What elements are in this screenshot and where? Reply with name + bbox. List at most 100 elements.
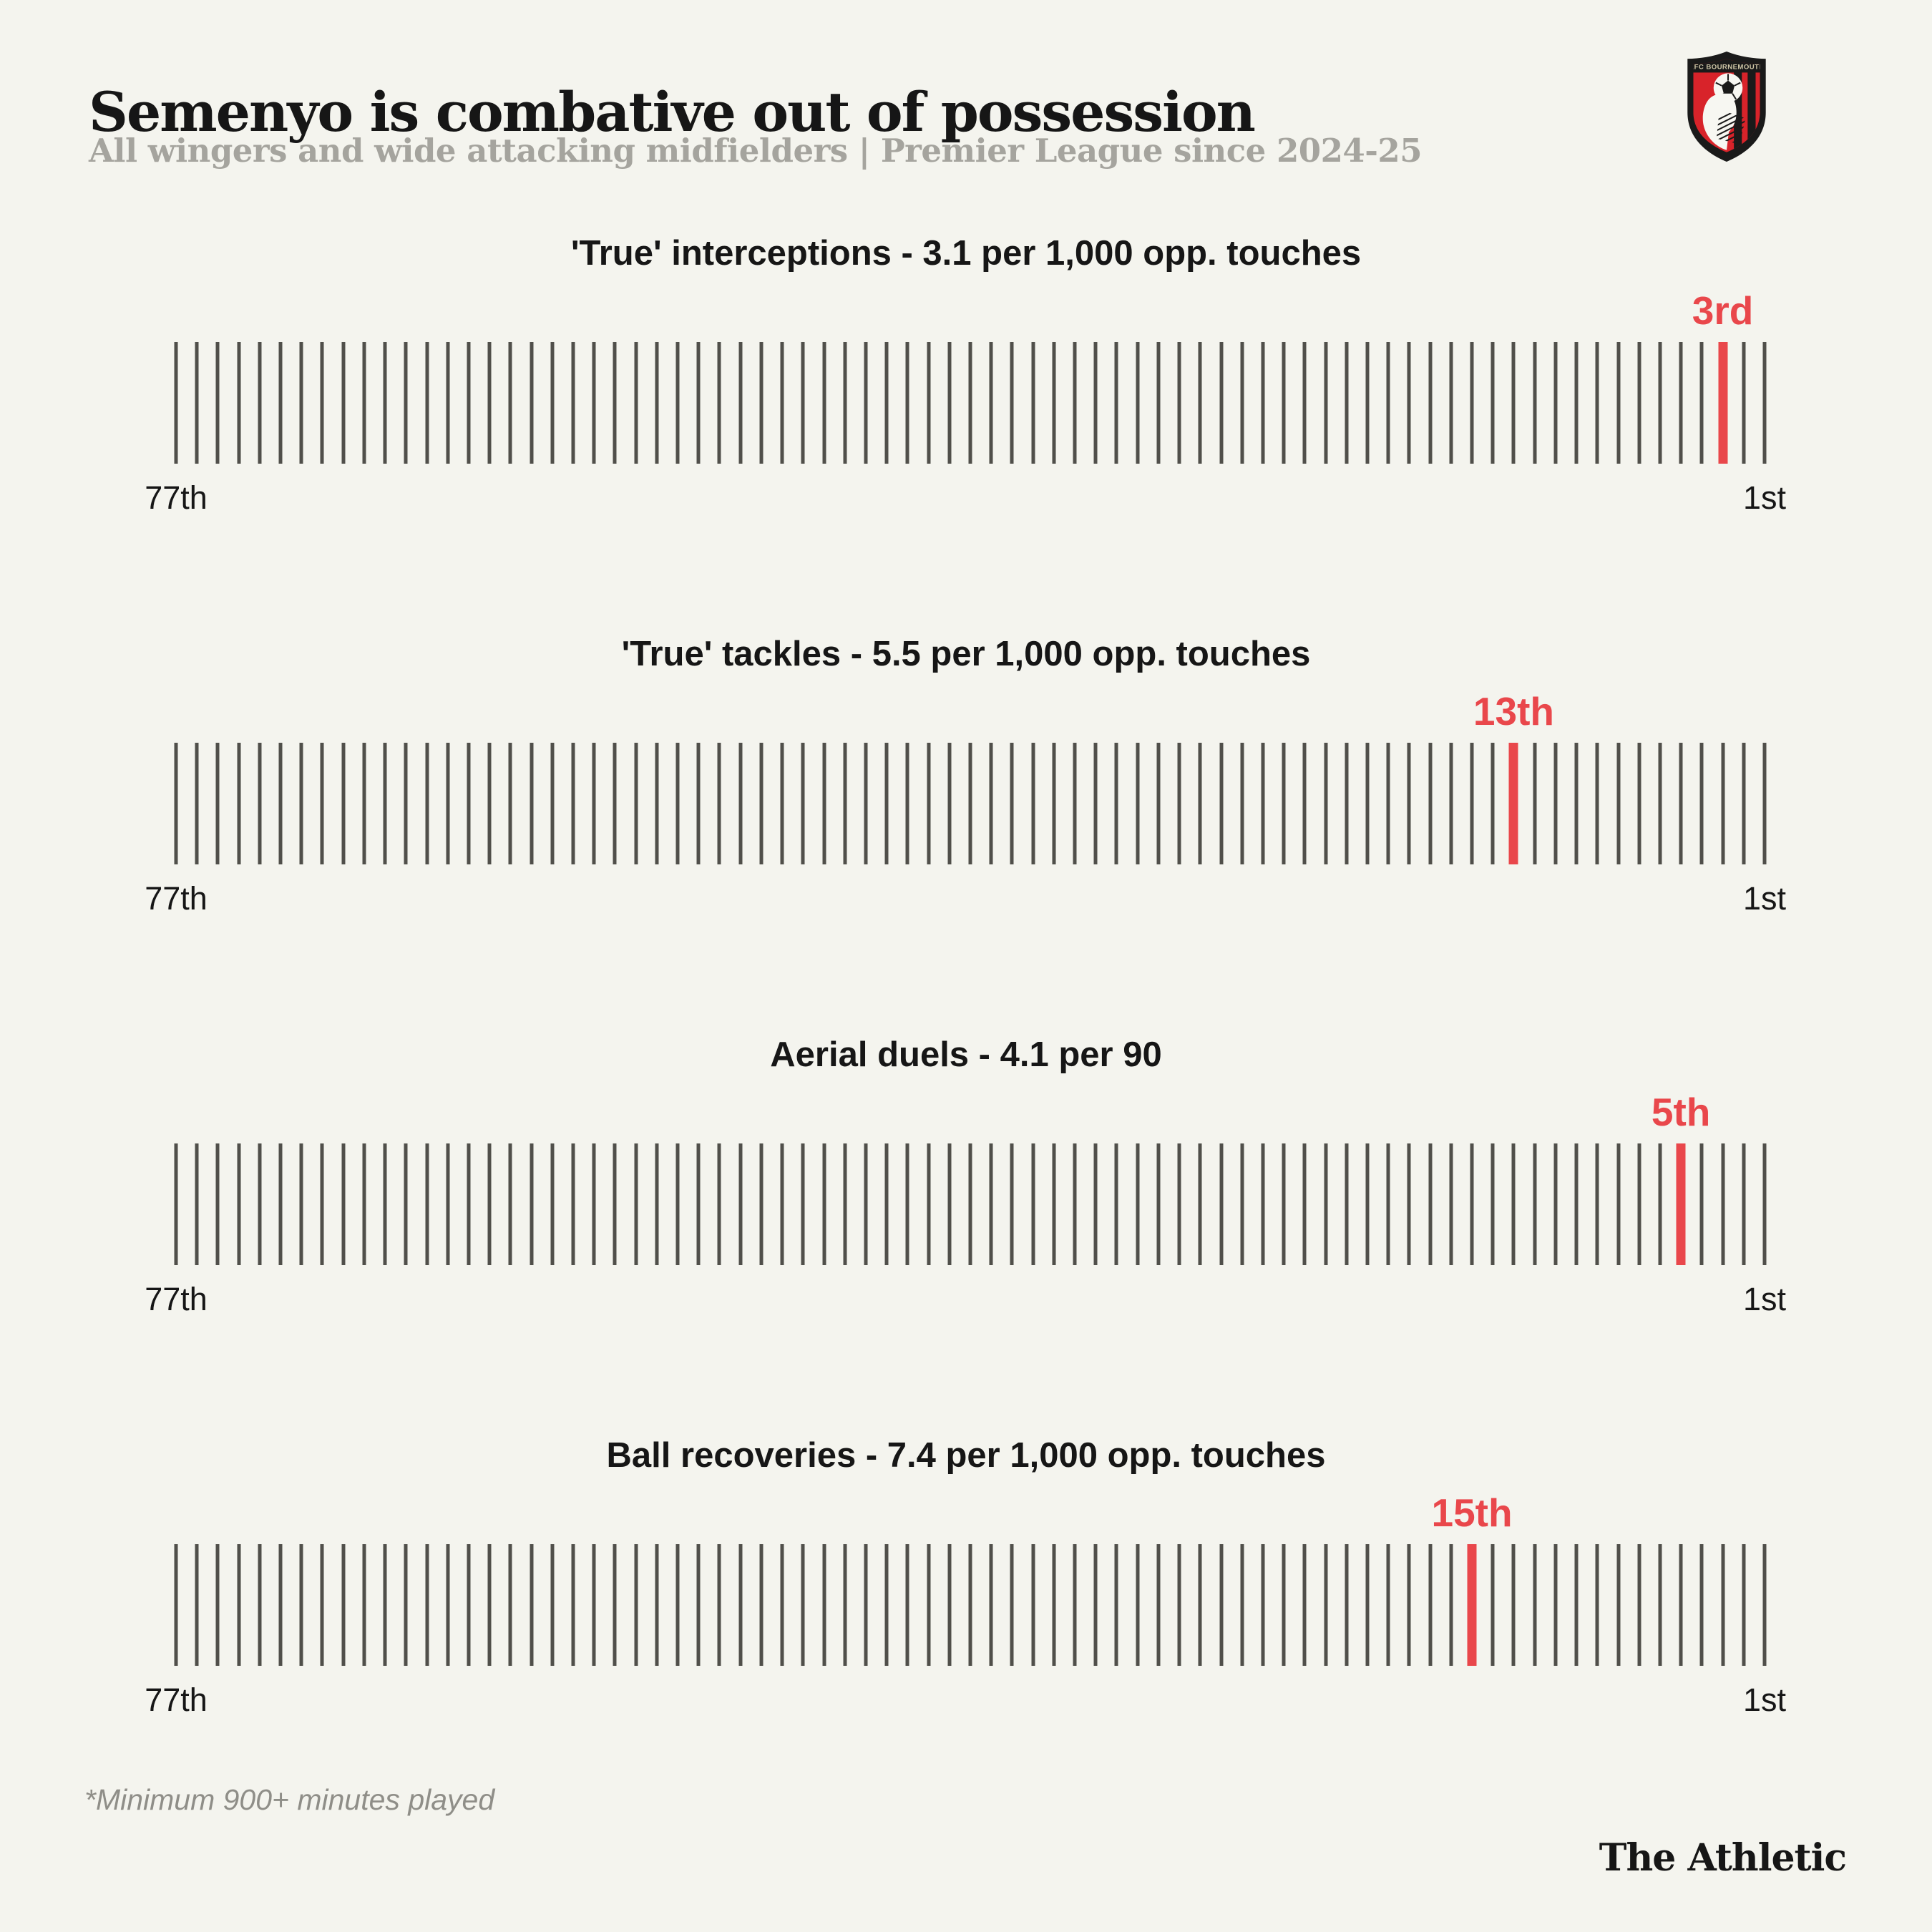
rank-tick <box>1177 1544 1181 1666</box>
rank-tick <box>1742 743 1746 864</box>
rank-tick <box>927 1544 931 1666</box>
rank-tick <box>968 1143 972 1265</box>
rank-tick <box>1010 1143 1014 1265</box>
rank-tick <box>884 1143 889 1265</box>
rank-tick <box>258 1143 262 1265</box>
rank-tick <box>1637 1143 1641 1265</box>
rank-tick <box>1637 743 1641 864</box>
crest-stripe <box>1734 59 1742 152</box>
strip-title: Ball recoveries - 7.4 per 1,000 opp. tou… <box>606 1436 1326 1475</box>
rank-tick <box>258 1544 262 1666</box>
rank-tick <box>1302 1544 1307 1666</box>
rank-tick <box>989 743 993 864</box>
rank-tick <box>634 1143 638 1265</box>
rank-tick <box>1742 1544 1746 1666</box>
rank-tick <box>1407 743 1411 864</box>
rank-tick <box>655 1544 659 1666</box>
rank-tick <box>1616 1143 1621 1265</box>
rank-tick <box>550 743 555 864</box>
rank-tick <box>1533 743 1537 864</box>
rank-tick <box>864 342 868 464</box>
strip-title: 'True' tackles - 5.5 per 1,000 opp. touc… <box>621 635 1311 673</box>
rank-tick <box>446 1544 450 1666</box>
rank-tick <box>404 1544 408 1666</box>
rank-tick <box>278 1544 283 1666</box>
rank-tick <box>989 1143 993 1265</box>
rank-tick <box>1721 1143 1725 1265</box>
rank-tick <box>1093 743 1098 864</box>
rank-tick <box>1114 743 1118 864</box>
rank-tick <box>1386 1544 1390 1666</box>
rank-tick <box>864 1143 868 1265</box>
rank-tick <box>1595 1544 1599 1666</box>
rank-tick <box>1428 1544 1433 1666</box>
rank-tick <box>1156 1143 1161 1265</box>
rank-tick <box>320 743 324 864</box>
rank-tick <box>1365 1544 1370 1666</box>
rank-tick <box>571 1143 575 1265</box>
rank-tick <box>717 342 721 464</box>
axis-label-worst: 77th <box>145 880 208 917</box>
rank-tick <box>613 1544 617 1666</box>
rank-tick <box>843 342 847 464</box>
rank-tick <box>717 1143 721 1265</box>
axis-label-best: 1st <box>1742 1682 1787 1718</box>
rank-tick <box>1177 1143 1181 1265</box>
rank-tick <box>320 342 324 464</box>
rank-tick <box>1365 1143 1370 1265</box>
rank-tick <box>550 342 555 464</box>
rank-tick <box>446 743 450 864</box>
crest-player-silhouette <box>1702 93 1737 150</box>
rank-tick <box>1219 1544 1224 1666</box>
rank-tick <box>1574 1143 1579 1265</box>
rank-tick <box>1010 743 1014 864</box>
rank-tick <box>467 743 471 864</box>
rank-tick <box>780 1143 784 1265</box>
rank-tick <box>1052 1544 1056 1666</box>
rank-tick <box>822 1544 826 1666</box>
rank-tick <box>1491 743 1495 864</box>
rank-tick <box>675 342 680 464</box>
rank-tick <box>530 1544 534 1666</box>
rank-tick <box>425 342 429 464</box>
rank-tick <box>320 1544 324 1666</box>
rank-tick <box>258 743 262 864</box>
rank-tick <box>843 1143 847 1265</box>
rank-tick <box>320 1143 324 1265</box>
rank-tick <box>1533 1544 1537 1666</box>
rank-tick <box>1052 342 1056 464</box>
rank-tick <box>1365 342 1370 464</box>
rank-tick <box>696 1143 701 1265</box>
rank-tick <box>1031 342 1035 464</box>
rank-tick <box>341 743 346 864</box>
rank-tick <box>508 1544 512 1666</box>
rank-tick <box>215 1544 220 1666</box>
rank-tick <box>1679 342 1683 464</box>
rank-tick <box>1031 1544 1035 1666</box>
rank-tick <box>1136 1544 1140 1666</box>
rank-tick <box>237 743 241 864</box>
rank-tick <box>759 1143 763 1265</box>
rank-tick <box>1574 342 1579 464</box>
rank-tick <box>780 1544 784 1666</box>
rank-tick <box>1093 1143 1098 1265</box>
rank-tick <box>1491 1544 1495 1666</box>
rank-tick <box>446 1143 450 1265</box>
rank-tick <box>1345 1544 1349 1666</box>
rank-tick <box>675 1544 680 1666</box>
rank-tick <box>1386 342 1390 464</box>
strip-title: Aerial duels - 4.1 per 90 <box>770 1035 1162 1074</box>
rank-tick <box>675 1143 680 1265</box>
rank-tick <box>884 743 889 864</box>
rank-tick <box>1658 743 1662 864</box>
strip-title: 'True' interceptions - 3.1 per 1,000 opp… <box>570 234 1362 273</box>
rank-tick <box>1261 342 1265 464</box>
rank-tick <box>1679 1544 1683 1666</box>
rank-tick <box>592 1143 596 1265</box>
rank-tick <box>467 1544 471 1666</box>
club-crest-bournemouth: AFC BOURNEMOUTH <box>1687 52 1766 162</box>
rank-tick <box>1240 1544 1244 1666</box>
rank-tick <box>801 342 805 464</box>
rank-tick <box>383 342 387 464</box>
rank-tick <box>1595 342 1599 464</box>
